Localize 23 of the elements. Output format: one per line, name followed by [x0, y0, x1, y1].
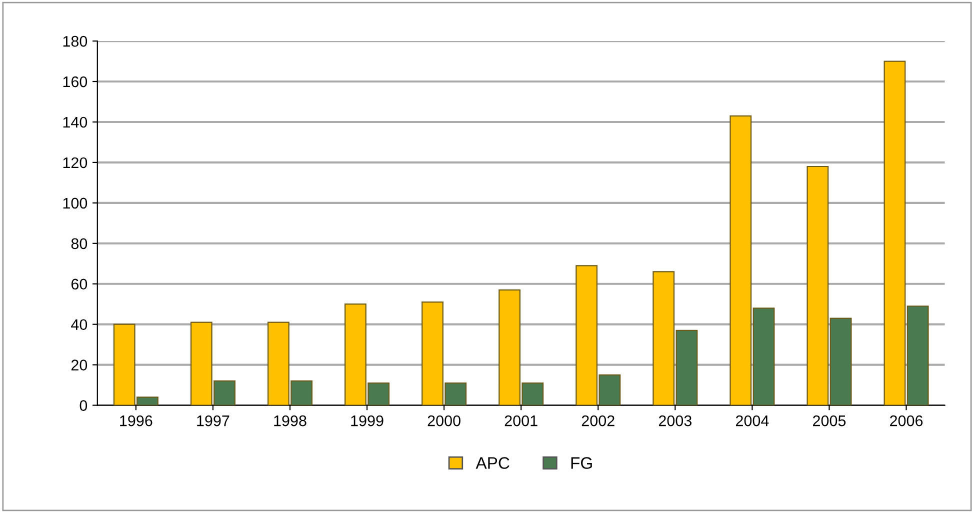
- x-tick-label: 1999: [351, 415, 384, 426]
- y-tick-label: 0: [80, 400, 88, 411]
- y-tick-label: 160: [63, 76, 88, 88]
- x-tick-label: 2002: [582, 415, 614, 426]
- y-tick-label: 80: [71, 238, 88, 250]
- y-tick-label: 120: [63, 157, 88, 168]
- x-tick-label: 2000: [428, 415, 460, 426]
- x-tick-label: 2001: [504, 415, 538, 426]
- legend-label: APC: [476, 457, 510, 469]
- x-tick-label: 2005: [813, 415, 846, 426]
- legend-label: FG: [571, 457, 592, 469]
- x-tick-label: 1996: [120, 415, 152, 426]
- x-tick-label: 1997: [197, 415, 230, 426]
- y-tick-label: 180: [63, 36, 88, 47]
- y-tick-label: 60: [71, 278, 88, 290]
- x-tick-label: 2006: [890, 415, 923, 426]
- y-tick-label: 100: [63, 198, 88, 209]
- x-tick-label: 1998: [274, 415, 306, 426]
- y-tick-label: 140: [63, 116, 88, 128]
- x-tick-label: 2003: [658, 415, 692, 426]
- y-tick-label: 20: [71, 360, 88, 370]
- y-tick-label: 40: [71, 319, 88, 330]
- x-tick-label: 2004: [736, 415, 769, 426]
